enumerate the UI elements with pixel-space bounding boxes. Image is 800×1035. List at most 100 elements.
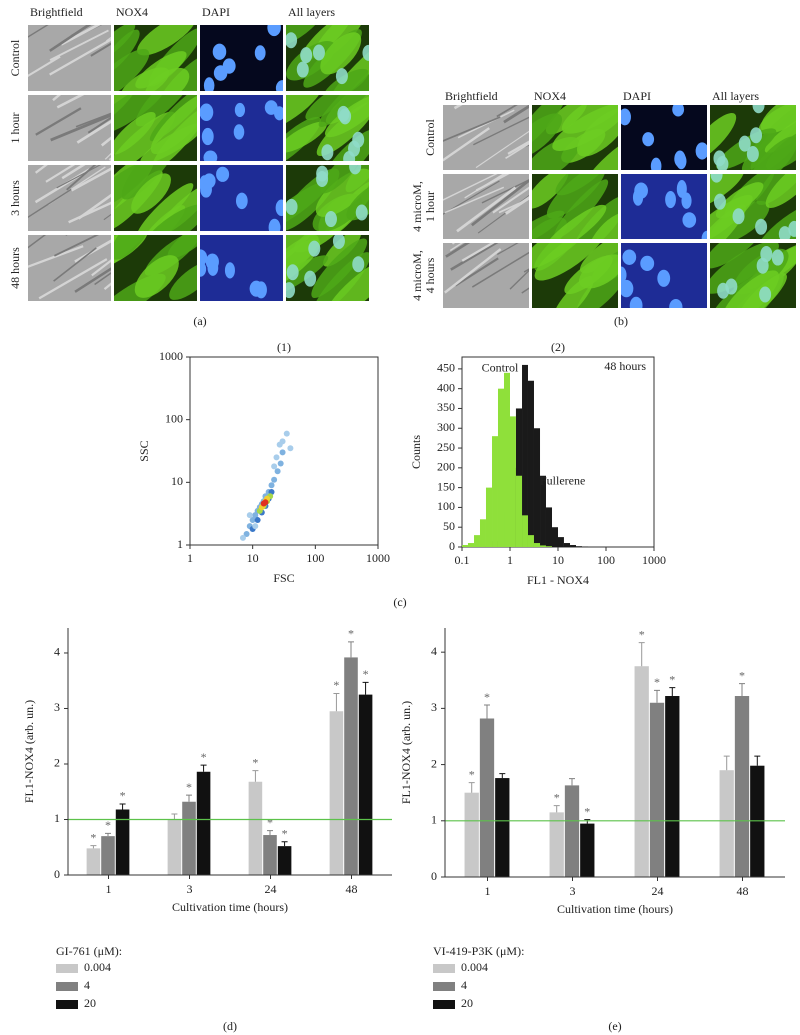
x-tick-label: 10 [247, 551, 259, 565]
point [243, 530, 250, 537]
nucleus [746, 146, 759, 163]
micrograph [443, 105, 529, 170]
cell-edge [473, 116, 529, 146]
point [279, 438, 286, 445]
cell [765, 174, 796, 208]
nucleus [274, 106, 283, 121]
nucleus [286, 32, 298, 49]
bar [196, 771, 211, 875]
panel-label: (a) [193, 314, 206, 328]
cell-edge [505, 142, 529, 160]
nucleus [304, 270, 317, 287]
cell-edge [454, 257, 499, 287]
cell [286, 235, 324, 267]
cell [710, 194, 753, 239]
y-tick-label: 2 [54, 756, 60, 770]
point [268, 482, 275, 489]
cell [532, 113, 563, 159]
x-tick-label: 24 [652, 884, 664, 898]
y-tick-label: 250 [437, 440, 455, 454]
cell [114, 95, 139, 128]
bar [479, 718, 495, 877]
nucleus [750, 127, 763, 144]
bar [115, 809, 130, 875]
point [271, 463, 278, 470]
cell-edge [443, 116, 501, 142]
legend-label: 0.004 [461, 960, 488, 974]
cell [135, 95, 197, 127]
histogram-bar [533, 428, 541, 547]
nucleus [234, 102, 246, 118]
nucleus [682, 212, 697, 228]
plot-frame [189, 356, 379, 546]
micrograph [621, 105, 707, 170]
panel-label: (d) [223, 1019, 237, 1033]
cell [325, 258, 369, 301]
cell-edge [49, 25, 91, 52]
histogram-bar [504, 372, 510, 547]
nucleus [203, 150, 218, 161]
bar [263, 835, 277, 875]
cell [320, 165, 362, 194]
significance-marker: * [348, 627, 354, 641]
x-tick-label: 24 [265, 882, 277, 896]
cell-edge [87, 116, 111, 134]
cell [583, 135, 618, 170]
histogram-bar [570, 545, 576, 547]
micrograph [621, 243, 707, 308]
y-tick-label: 300 [437, 420, 455, 434]
row-label: 48 hours [8, 247, 22, 289]
nucleus [275, 199, 283, 217]
significance-marker: * [120, 789, 126, 803]
y-tick-label: 100 [165, 411, 183, 425]
significance-marker: * [363, 667, 369, 681]
cell-edge [503, 105, 529, 124]
legend-label: 0.004 [84, 960, 111, 974]
micrograph [200, 165, 283, 231]
error-bar [186, 794, 192, 802]
significance-marker: * [654, 675, 660, 689]
legend-title: VI-419-P3K (μM): [433, 944, 524, 958]
cell-edge [498, 197, 529, 214]
nucleus [308, 240, 321, 257]
error-bar [569, 778, 575, 786]
cell-edge [103, 213, 111, 221]
legend-swatch [433, 964, 455, 973]
bar [564, 785, 580, 877]
cell-edge [53, 235, 100, 257]
legend-label: 4 [461, 978, 467, 992]
micrograph [28, 95, 111, 161]
x-tick-label: 3 [187, 882, 193, 896]
legend-swatch [56, 1000, 78, 1009]
nucleus [200, 261, 207, 277]
cell [576, 258, 618, 308]
nucleus [717, 282, 730, 299]
cell-edge [74, 267, 111, 293]
bar [86, 848, 101, 875]
significance-marker: * [282, 826, 288, 840]
cell-edge [94, 272, 111, 286]
y-tick-label: 50 [443, 519, 455, 533]
significance-marker: * [333, 678, 339, 692]
error-bar [499, 773, 506, 779]
nucleus [622, 249, 637, 265]
y-tick-label: 350 [437, 400, 455, 414]
tile-bg [200, 25, 283, 91]
x-tick-label: 1 [485, 884, 491, 898]
micrograph [28, 235, 111, 301]
x-tick-label: 100 [597, 553, 615, 567]
nucleus [254, 45, 266, 61]
nucleus [335, 68, 348, 85]
cell [710, 112, 737, 162]
cell [710, 243, 764, 269]
legend-swatch [433, 982, 455, 991]
nucleus [235, 192, 248, 210]
error-bar [119, 803, 126, 810]
cell-edge [507, 140, 529, 155]
cell [286, 255, 329, 301]
cell [286, 121, 327, 153]
cell [555, 174, 611, 196]
cell-edge [68, 201, 111, 224]
cell [286, 238, 321, 290]
nucleus [321, 144, 334, 161]
